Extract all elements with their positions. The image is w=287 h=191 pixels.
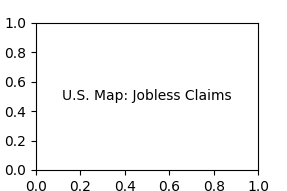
Text: U.S. Map: Jobless Claims: U.S. Map: Jobless Claims <box>62 89 232 104</box>
